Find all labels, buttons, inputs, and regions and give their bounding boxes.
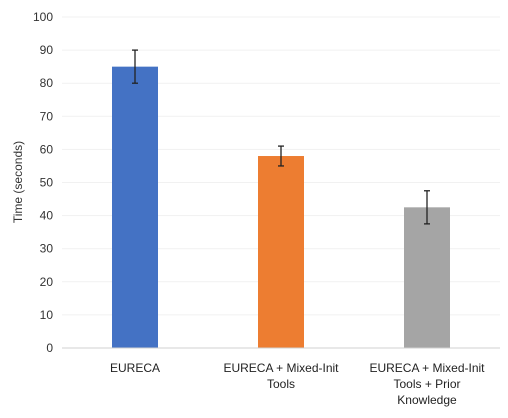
y-axis-title: Time (seconds) — [11, 141, 25, 223]
y-tick-label: 20 — [40, 275, 54, 289]
category-label: EURECA + Mixed-Init Tools — [223, 361, 339, 391]
y-tick-label: 90 — [40, 43, 54, 57]
bars — [112, 66, 450, 349]
y-tick-label: 10 — [40, 308, 54, 322]
y-tick-label: 100 — [33, 10, 53, 24]
y-tick-label: 60 — [40, 142, 54, 156]
y-tick-label: 30 — [40, 242, 54, 256]
y-tick-label: 40 — [40, 209, 54, 223]
y-tick-label: 70 — [40, 109, 54, 123]
y-tick-label: 80 — [40, 76, 54, 90]
y-tick-label: 50 — [40, 176, 54, 190]
error-bars — [132, 49, 430, 225]
y-tick-label: 0 — [46, 341, 53, 355]
bar — [404, 207, 450, 348]
category-label: EURECA + Mixed-Init Tools + Prior Knowledg… — [369, 361, 485, 407]
category-labels: EURECA EURECA + Mixed-Init Tools EURECA + M… — [110, 361, 485, 407]
category-label: EURECA — [110, 361, 160, 375]
y-tick-labels: 0 10 20 30 40 50 60 70 80 90 100 — [33, 10, 53, 355]
bar — [112, 66, 158, 349]
bar — [258, 156, 304, 348]
